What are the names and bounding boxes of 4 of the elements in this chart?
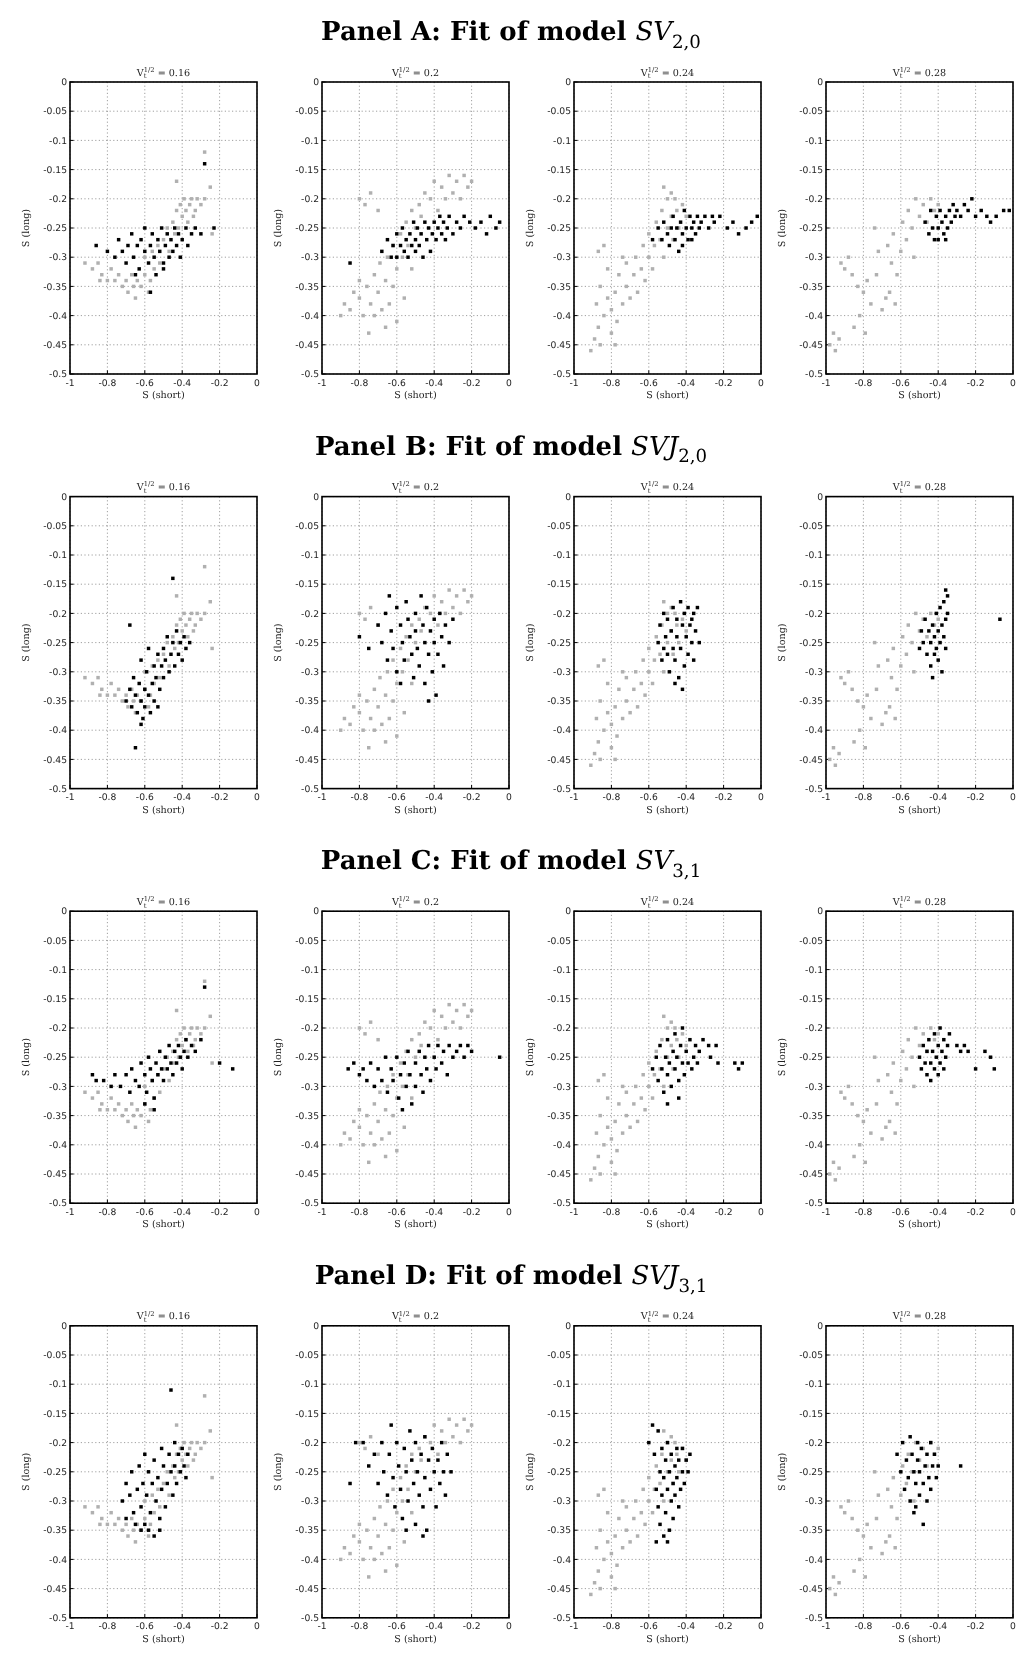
text: Panel B: Fit of model SVJ$_{2,0}$ [314, 432, 708, 469]
text: Panel A: Fit of model SV$_{2,0}$ [321, 18, 702, 54]
text: Panel D: Fit of model SVJ$_{3,1}$ [314, 1261, 708, 1298]
text: Panel C: Fit of model SV$_{3,1}$ [320, 847, 702, 883]
